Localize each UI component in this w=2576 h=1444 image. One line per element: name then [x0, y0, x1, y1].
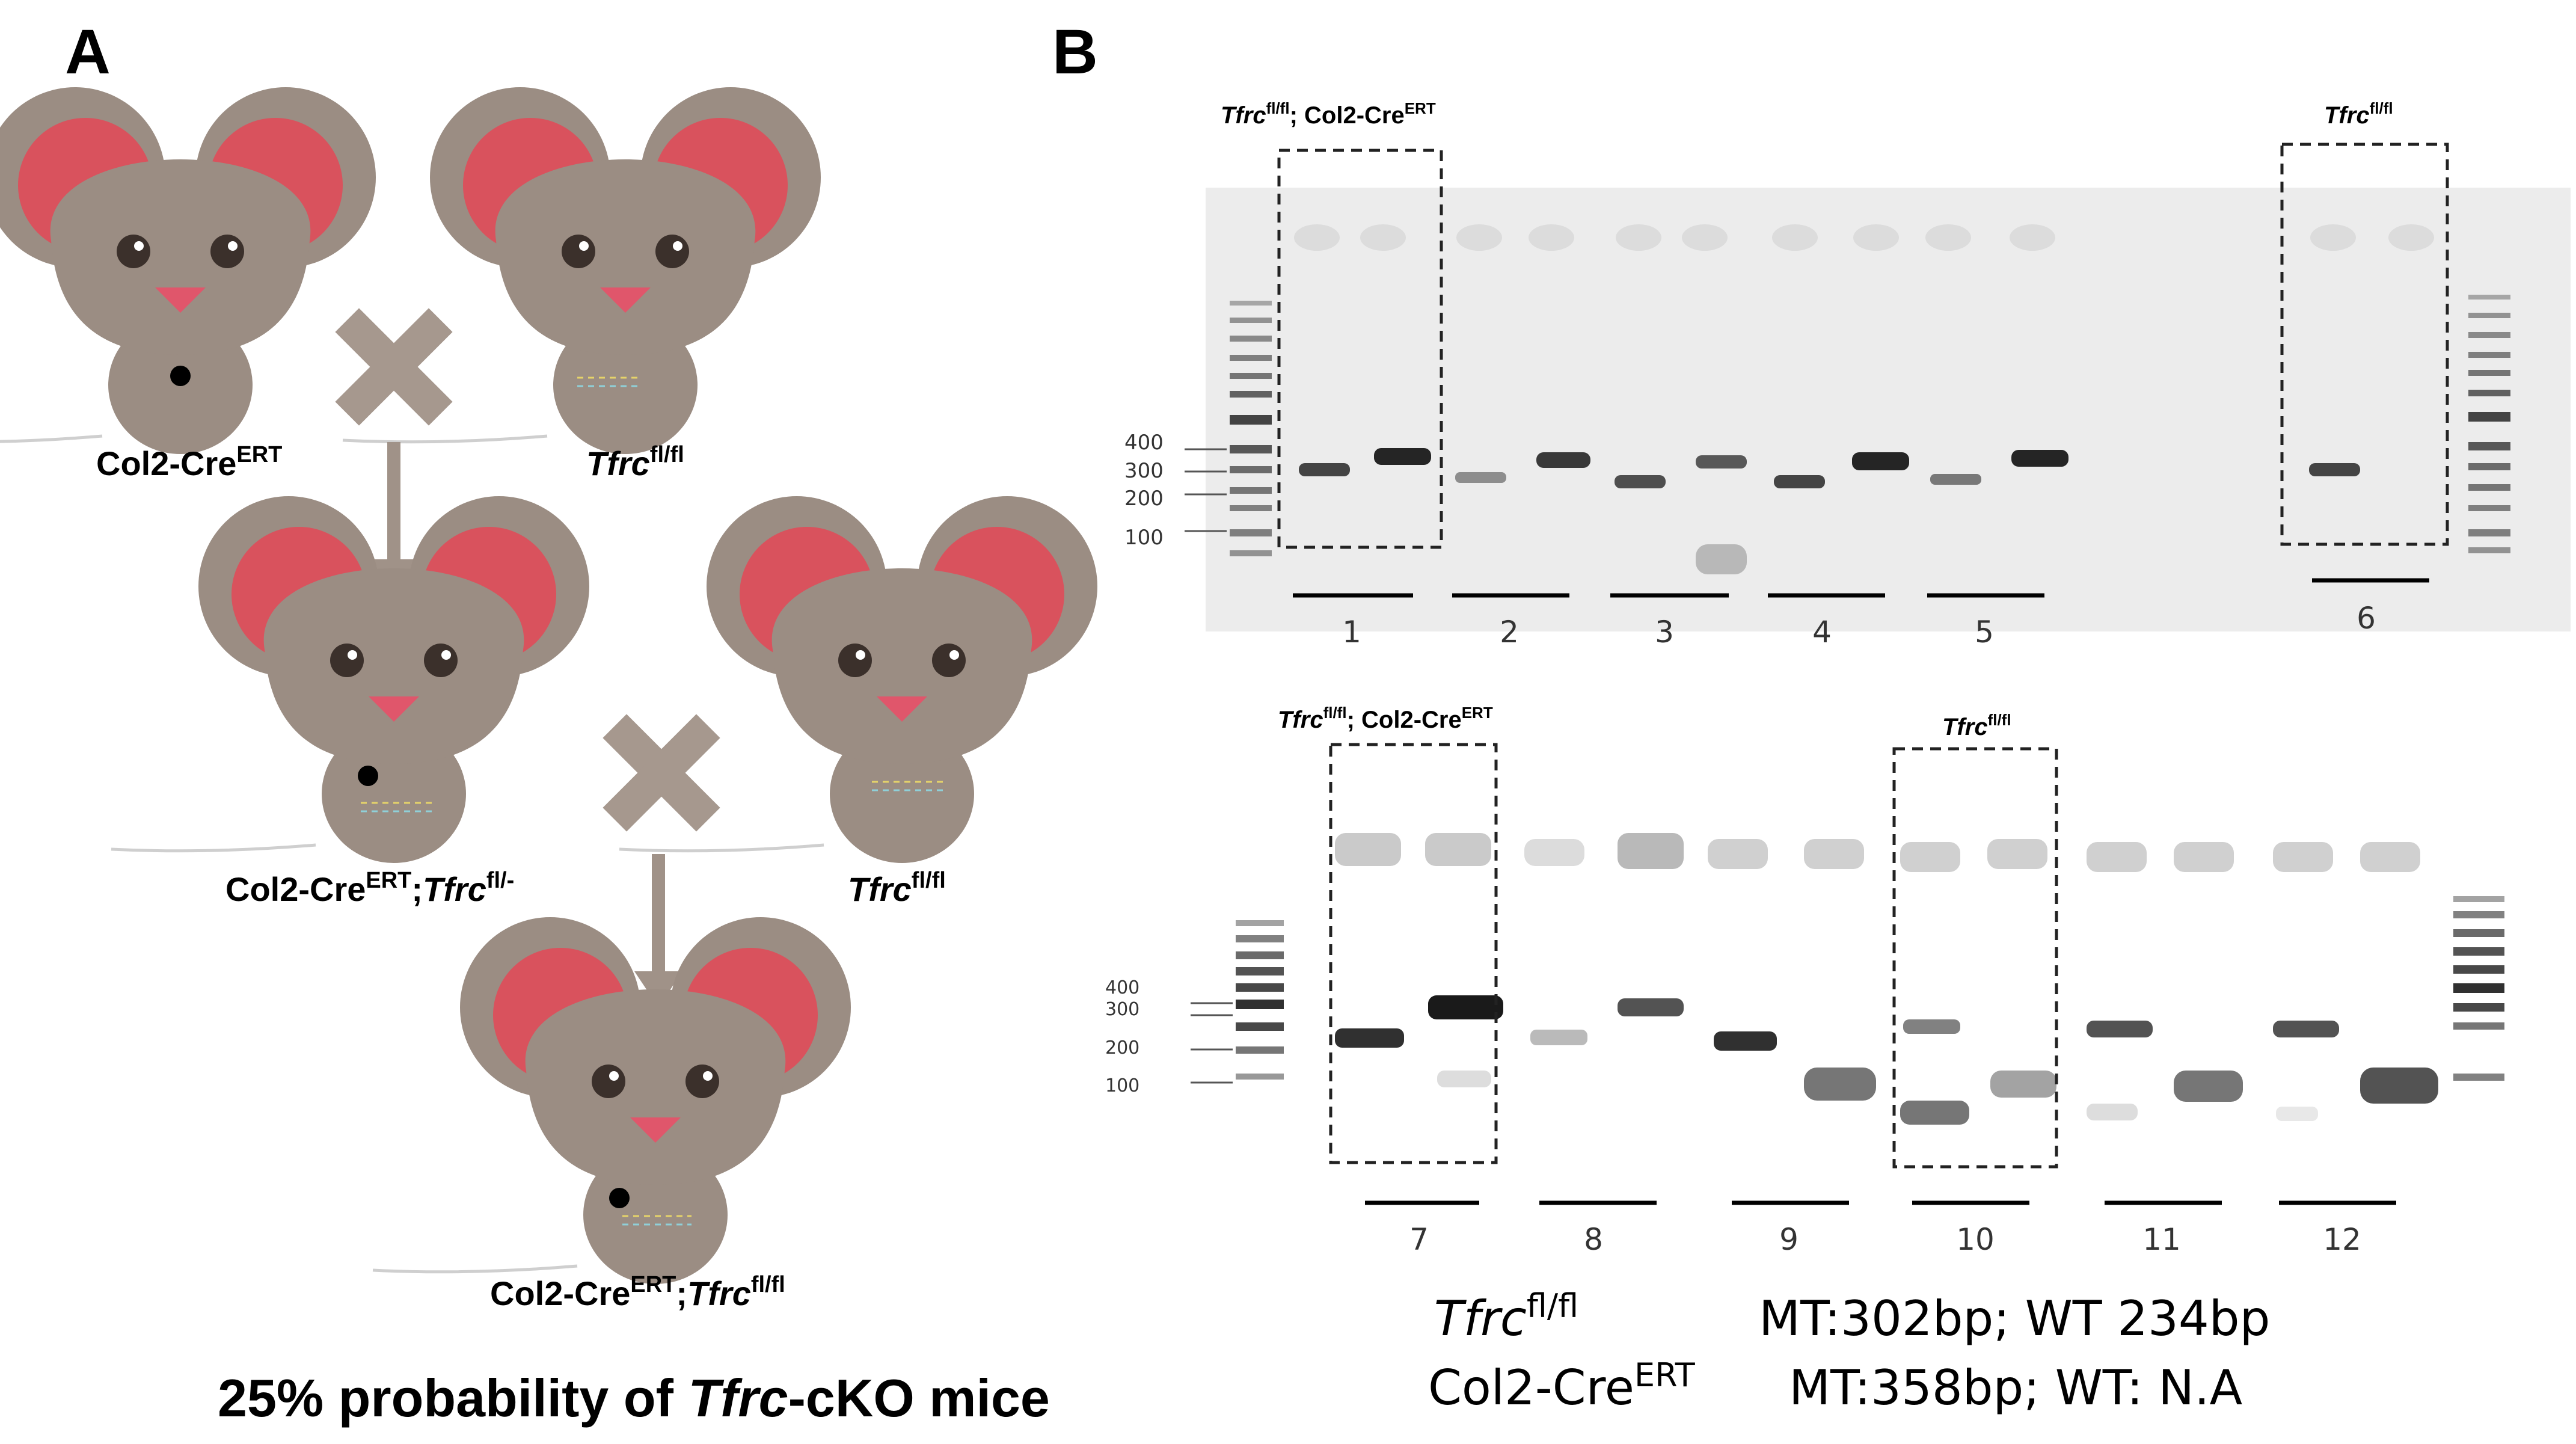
gel2-lane-9: 9: [1779, 1222, 1799, 1257]
cross2-left-label: Col2-CreERT;Tfrcfl/-: [225, 868, 514, 908]
legend-row1-genotype: Tfrcfl/fl: [1434, 1287, 1578, 1347]
gel1-ladder-100: 100: [1124, 526, 1164, 550]
legend-row2-sizes: MT:358bp; WT: N.A: [1789, 1360, 2243, 1416]
cross2-right-label: Tfrcfl/fl: [848, 868, 946, 908]
cross-icon: [603, 714, 720, 832]
legend-row1-sizes: MT:302bp; WT 234bp: [1759, 1291, 2270, 1347]
gel2-ladder-300: 300: [1105, 999, 1139, 1020]
gel1-box1-label: Tfrcfl/fl; Col2-CreERT: [1221, 99, 1436, 129]
mouse-col2cre-icon: [0, 87, 376, 454]
gel1-box2-label: Tfrcfl/fl: [2324, 99, 2393, 129]
gel1-lane-1: 1: [1342, 615, 1361, 650]
gel2-lane-8: 8: [1584, 1222, 1603, 1257]
gel1-lane-5: 5: [1975, 615, 1994, 650]
gel1-lane-4: 4: [1812, 615, 1832, 650]
gel2-lane-11: 11: [2142, 1222, 2181, 1257]
gel1-lane-6: 6: [2357, 601, 2376, 636]
probability-footer: 25% probability of Tfrc-cKO mice: [218, 1368, 1050, 1428]
gel-2: [1191, 743, 2504, 1205]
arrow-down-icon-2: [634, 854, 682, 1007]
gel1-ladder-300: 300: [1124, 459, 1164, 483]
gel2-ladder-200: 200: [1105, 1037, 1139, 1058]
legend-row2-genotype: Col2-CreERT: [1428, 1356, 1696, 1416]
gel2-lane-12: 12: [2323, 1222, 2361, 1257]
cross1-right-label: Tfrcfl/fl: [586, 442, 684, 482]
mouse-col2cre-tfrc-flminus-icon: [111, 496, 589, 863]
gel1-lane-2: 2: [1500, 615, 1519, 650]
gel-1: [1185, 143, 2571, 631]
gel2-ladder-400: 400: [1105, 977, 1139, 998]
gel1-lane-3: 3: [1655, 615, 1674, 650]
gel1-ladder-400: 400: [1124, 431, 1164, 455]
gel2-lane-7: 7: [1409, 1222, 1429, 1257]
cross1-left-label: Col2-CreERT: [96, 442, 282, 482]
offspring-label: Col2-CreERT;Tfrcfl/fl: [490, 1272, 785, 1312]
cross-icon: [335, 308, 453, 426]
gel1-ladder-200: 200: [1124, 487, 1164, 511]
gel2-lane-10: 10: [1956, 1222, 1995, 1257]
panel-b-letter: B: [1052, 17, 1098, 87]
mouse-cko-icon: [373, 917, 851, 1284]
panel-a-letter: A: [65, 17, 111, 87]
mouse-tfrc-flfl-icon-2: [619, 496, 1097, 863]
gel2-box1-label: Tfrcfl/fl; Col2-CreERT: [1278, 704, 1493, 733]
gel2-box2-label: Tfrcfl/fl: [1942, 711, 2011, 740]
gel2-ladder-100: 100: [1105, 1075, 1139, 1096]
